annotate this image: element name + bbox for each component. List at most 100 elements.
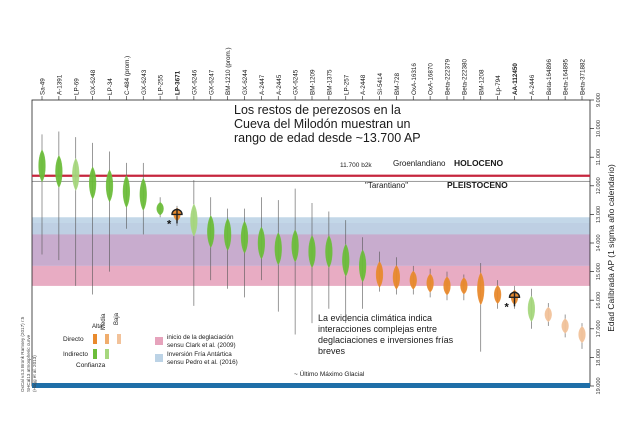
legend-swatch-indirecto-media <box>105 349 109 359</box>
sample-label-31: Beta-164895 <box>563 58 570 95</box>
sample-label-12: GX-6244 <box>242 69 249 95</box>
groenlandiano-label: Groenlandiano <box>393 159 446 168</box>
calibration-note-line-1: OxCal v4.3 Bronk Ramsey (2017) r:5 <box>20 316 25 392</box>
chart-title-line-2: Cueva del Milodón muestran un <box>234 117 411 131</box>
y-tick-label-9: 18.000 <box>596 349 602 366</box>
y-tick-label-0: 9.000 <box>596 93 602 107</box>
y-tick-label-1: 10.000 <box>596 120 602 137</box>
sample-distribution-1 <box>55 155 63 188</box>
sample-distribution-14 <box>274 232 282 266</box>
sample-label-1: A-1391 <box>56 74 63 95</box>
sample-label-17: BM-1375 <box>326 69 333 95</box>
legend-col-baja: Baja <box>114 312 120 325</box>
y-tick-label-10: 19.000 <box>596 377 602 394</box>
sample-distribution-15 <box>291 229 299 263</box>
sample-label-8: LP-3671 <box>175 70 182 95</box>
sample-distribution-0 <box>38 149 46 183</box>
sample-distribution-7 <box>156 202 164 216</box>
sample-label-23: OxA-16870 <box>428 63 435 95</box>
climate-note-line-4: breves <box>318 346 346 356</box>
holoceno-label: HOLOCENO <box>454 158 504 168</box>
band-blue <box>32 217 590 235</box>
sample-distribution-32 <box>578 326 586 344</box>
sample-distribution-3 <box>89 166 97 200</box>
sample-label-25: Beta-222380 <box>461 58 468 95</box>
sample-distribution-12 <box>240 220 249 254</box>
glacial-label: ~ Último Máximo Glacial <box>294 369 365 378</box>
sample-label-18: LP-257 <box>343 74 350 95</box>
legend-footer: Confianza <box>76 362 106 369</box>
sample-label-9: GX-6246 <box>191 69 198 95</box>
sample-distribution-9 <box>190 203 198 237</box>
sample-distribution-11 <box>224 218 232 251</box>
sample-label-26: BM-1208 <box>478 69 485 95</box>
sample-distribution-4 <box>105 169 114 203</box>
sample-label-13: A-2447 <box>259 74 266 95</box>
climate-note-line-3: deglaciaciones e inversiones frías <box>318 335 454 345</box>
legend-band-swatch-blue <box>155 354 163 362</box>
sample-label-7: LP-255 <box>158 74 165 95</box>
pleistoceno-label: PLEISTOCENO <box>447 180 508 190</box>
y-axis: 9.000 10.000 11.000 12.000 13.000 14.000 15.00… <box>590 93 602 395</box>
sample-label-21: BM-728 <box>394 72 401 95</box>
sample-distribution-31 <box>561 318 569 334</box>
sample-distribution-21 <box>392 265 400 290</box>
legend-band-swatch-pink <box>155 337 163 345</box>
sample-distribution-13 <box>257 226 265 260</box>
legend-band-pink-line-1: inicio de la deglaciación <box>167 334 234 341</box>
sample-label-3: GX-6248 <box>90 69 97 95</box>
sample-label-14: A-2445 <box>276 74 283 95</box>
sample-marker-28: * <box>505 291 521 313</box>
sample-label-2: LP-69 <box>73 78 80 95</box>
calibration-note-line-3: (Hogg et al. 2013) <box>32 355 37 392</box>
legend-band-blue-line-1: Inversión Fría Antártica <box>167 351 232 358</box>
sample-distribution-25 <box>460 277 468 295</box>
band-pink <box>32 265 590 286</box>
legend-col-media: Media <box>101 313 107 330</box>
sample-label-30: Beta-164896 <box>546 58 553 95</box>
y-tick-label-3: 12.000 <box>596 177 602 194</box>
sample-marker-8: * <box>167 208 183 230</box>
y-tick-label-5: 14.000 <box>596 234 602 251</box>
legend-col-alta: Alta <box>92 324 103 330</box>
sample-label-24: Beta-222379 <box>445 58 452 95</box>
glacial-max-line <box>32 383 590 388</box>
legend-swatch-directo-alta <box>93 334 97 344</box>
sample-distribution-16 <box>308 235 316 268</box>
sample-label-11: BM-1210 (prom.) <box>225 47 232 95</box>
sample-distribution-24 <box>443 276 451 296</box>
legend-band-pink-line-2: sensu Clark et al. (2009) <box>167 342 236 349</box>
sample-marker-star-8: * <box>167 218 172 230</box>
sample-label-0: Sa-49 <box>40 78 47 95</box>
sample-marker-star-28: * <box>505 301 510 313</box>
sample-label-22: OxA-16316 <box>411 63 418 95</box>
sample-distribution-19 <box>359 249 367 283</box>
sample-distribution-29 <box>527 295 535 322</box>
sample-label-27: Lp-794 <box>495 75 502 95</box>
sample-distribution-20 <box>375 261 384 288</box>
y-tick-label-8: 17.000 <box>596 320 602 337</box>
sample-distribution-17 <box>325 235 333 268</box>
sample-distribution-23 <box>426 273 434 293</box>
calibration-note: OxCal v4.3 Bronk Ramsey (2017) r:5 SHCal… <box>20 316 37 392</box>
y-tick-label-6: 15.000 <box>596 263 602 280</box>
chart-title-line-1: Los restos de perezosos en la <box>234 103 401 117</box>
sample-distribution-27 <box>494 285 502 304</box>
climate-note-line-2: interacciones complejas entre <box>318 324 437 334</box>
calibration-note-line-2: SHCal13 atmospheric curve <box>26 334 31 392</box>
sample-distribution-22 <box>409 270 417 290</box>
legend-swatch-directo-media <box>105 334 109 344</box>
sample-labels: Sa-49 A-1391 LP-69 GX-6248 LP-34 C-484 (prom.… <box>40 47 587 100</box>
sample-label-28: AA-112450 <box>512 63 519 95</box>
y-tick-label-4: 13.000 <box>596 206 602 223</box>
sample-distribution-26 <box>477 272 485 306</box>
sample-distribution-10 <box>207 215 215 248</box>
tarantiano-label: "Tarantiano" <box>365 181 408 190</box>
legend-band-blue-line-2: sensu Pedro et al. (2016) <box>167 359 238 366</box>
boundary-age-label: 11.700 b2k <box>340 162 372 169</box>
sample-label-4: LP-34 <box>107 78 114 95</box>
sample-label-5: C-484 (prom.) <box>124 56 131 95</box>
legend-swatch-directo-baja <box>117 334 121 344</box>
climate-note-line-1: La evidencia climática indica <box>318 313 432 323</box>
